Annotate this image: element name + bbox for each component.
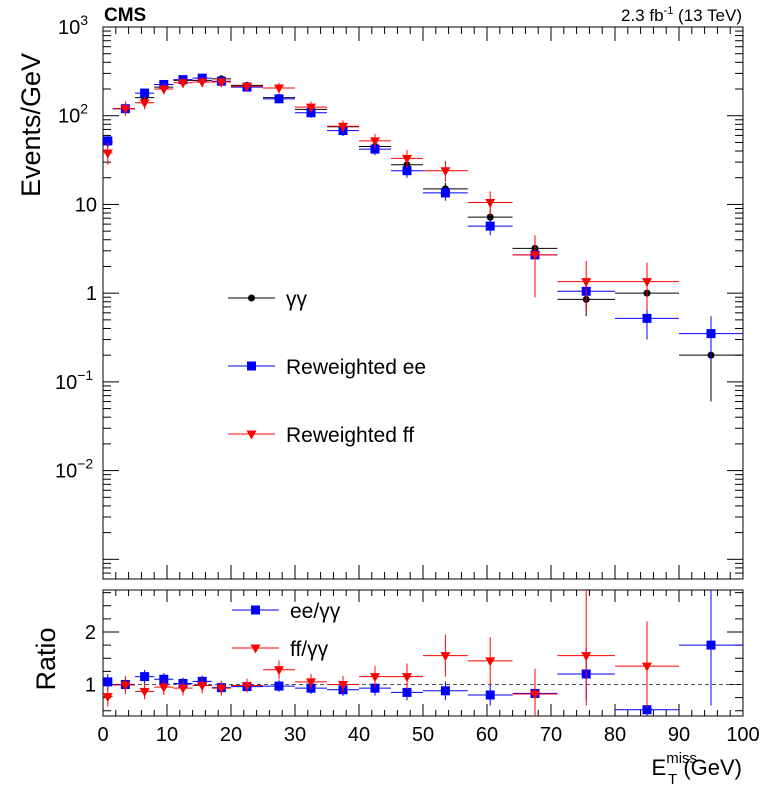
- ff-point: [530, 690, 540, 700]
- ratio-legend-ee-marker: [251, 605, 260, 615]
- experiment-label: CMS: [104, 5, 146, 26]
- x-tick-label: 10: [156, 724, 178, 746]
- ratio-axis-ticks: 0 10 20 30 40 50 60 70 80 90 100 1 2: [85, 590, 760, 746]
- ff-point: [440, 652, 451, 662]
- ee-point: [140, 88, 150, 98]
- ff-point: [370, 673, 380, 683]
- ff-point: [120, 681, 131, 691]
- ratio-legend: ee/γγ ff/γγ: [232, 600, 341, 661]
- ff-point: [178, 79, 188, 89]
- main-y-tick-label: 103: [58, 12, 88, 39]
- ff-point: [402, 154, 412, 164]
- legend-gg-marker: [248, 294, 255, 302]
- ee-point: [370, 683, 380, 693]
- legend-gg-label: γγ: [286, 288, 308, 311]
- y-axis-label-ratio: Ratio: [31, 627, 61, 690]
- main-data-marks: [102, 73, 743, 402]
- main-y-tick-label: 1: [86, 283, 97, 305]
- main-y-tick-label: 10: [75, 194, 97, 216]
- ee-point: [706, 329, 716, 339]
- x-tick-label: 20: [220, 724, 242, 746]
- ratio-y-tick-label: 1: [85, 675, 96, 697]
- x-tick-label: 50: [412, 724, 434, 746]
- ff-point: [530, 251, 540, 261]
- ff-point: [102, 149, 113, 159]
- ff-point: [485, 199, 496, 209]
- ff-point: [197, 682, 208, 692]
- ratio-data-marks: [102, 590, 743, 716]
- ee-point: [402, 687, 412, 697]
- x-tick-label: 70: [540, 724, 562, 746]
- main-axis-ticks: 10−2 10−1 1 10 102 103: [55, 12, 744, 580]
- ee-point: [642, 313, 652, 323]
- main-y-tick-label: 10−2: [55, 456, 93, 483]
- ee-point: [370, 144, 380, 154]
- ee-point: [485, 221, 495, 231]
- ff-point: [216, 78, 227, 88]
- ee-point: [440, 188, 450, 198]
- gg-point: [486, 213, 494, 221]
- ratio-panel: 0 10 20 30 40 50 60 70 80 90 100 1 2 ee/γγ ff/γγ: [85, 589, 760, 746]
- ff-point: [274, 666, 284, 676]
- ff-point: [338, 122, 348, 132]
- x-tick-label: 0: [97, 724, 108, 746]
- x-tick-label: 40: [348, 724, 370, 746]
- main-legend: γγ Reweighted ee Reweighted ff: [228, 288, 426, 447]
- ee-point: [103, 677, 113, 687]
- ff-point: [139, 99, 150, 109]
- legend-ee-marker: [247, 361, 256, 371]
- legend-ff-label: Reweighted ff: [286, 424, 414, 447]
- ff-point: [485, 657, 496, 667]
- ratio-y-tick-label: 2: [85, 622, 96, 644]
- ee-point: [402, 166, 412, 176]
- ee-point: [103, 136, 113, 146]
- luminosity-label: 2.3 fb-1 (13 TeV): [621, 5, 742, 25]
- ee-point: [440, 686, 450, 696]
- x-tick-label: 60: [476, 724, 498, 746]
- main-y-tick-label: 10−1: [55, 367, 93, 394]
- ff-point: [178, 684, 188, 694]
- legend-ff-marker: [246, 430, 257, 440]
- ff-point: [306, 103, 316, 113]
- ff-point: [139, 687, 150, 697]
- ee-point: [140, 672, 150, 682]
- ratio-legend-ee-label: ee/γγ: [290, 600, 341, 623]
- ee-point: [274, 94, 284, 104]
- ff-point: [338, 681, 348, 690]
- ff-point: [242, 82, 252, 92]
- ff-point: [274, 84, 284, 94]
- ff-point: [120, 105, 131, 115]
- ee-point: [274, 681, 284, 691]
- ff-point: [440, 167, 451, 177]
- main-panel: 10−2 10−1 1 10 102 103 γγ Reweighted ee Reweigh…: [55, 12, 744, 580]
- ee-point: [706, 640, 716, 650]
- ratio-legend-ff-marker: [250, 644, 261, 654]
- ff-point: [581, 652, 592, 662]
- ff-point: [642, 278, 652, 288]
- y-axis-label-main: Events/GeV: [16, 53, 46, 197]
- x-tick-label: 100: [726, 724, 759, 746]
- ff-point: [102, 693, 113, 703]
- ff-point: [402, 673, 412, 683]
- ff-point: [158, 683, 169, 693]
- x-tick-label: 90: [668, 724, 690, 746]
- ee-point: [642, 705, 652, 715]
- ff-point: [216, 684, 227, 694]
- ee-point: [485, 690, 495, 700]
- ff-point: [370, 137, 380, 147]
- legend-ee-label: Reweighted ee: [286, 356, 426, 379]
- ff-point: [581, 278, 592, 288]
- ff-point: [642, 662, 652, 672]
- x-tick-label: 80: [604, 724, 626, 746]
- ff-point: [158, 85, 169, 95]
- x-tick-label: 30: [284, 724, 306, 746]
- x-axis-label: Emiss T (GeV): [652, 750, 742, 788]
- main-y-tick-label: 102: [58, 101, 88, 128]
- ff-point: [242, 682, 252, 692]
- ff-point: [306, 678, 316, 688]
- ff-point: [197, 78, 208, 88]
- ratio-legend-ff-label: ff/γγ: [290, 638, 329, 661]
